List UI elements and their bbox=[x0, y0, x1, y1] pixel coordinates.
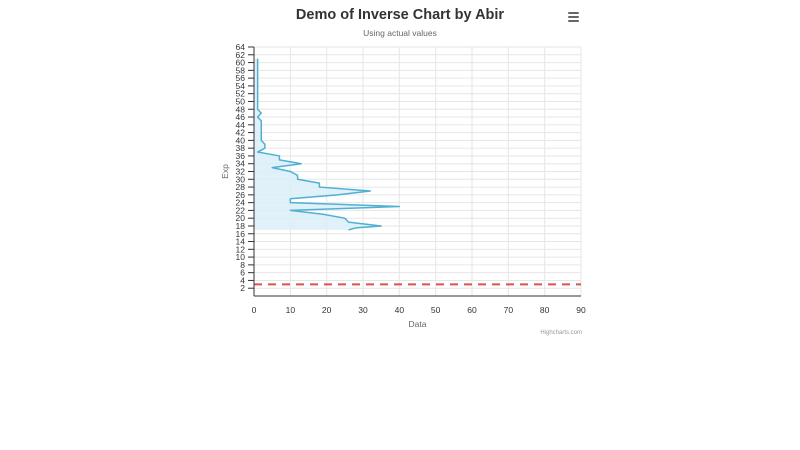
series-line bbox=[256, 58, 401, 231]
y-tick-label: 42 bbox=[236, 128, 246, 138]
y-tick-label: 60 bbox=[236, 58, 246, 68]
y-tick-label: 16 bbox=[236, 229, 246, 239]
series-area-fill bbox=[254, 58, 400, 230]
y-tick-label: 32 bbox=[236, 167, 246, 177]
y-tick-label: 48 bbox=[236, 104, 246, 114]
y-tick-label: 44 bbox=[236, 120, 246, 130]
y-tick-label: 58 bbox=[236, 65, 246, 75]
y-tick-label: 50 bbox=[236, 96, 246, 106]
y-tick-label: 26 bbox=[236, 190, 246, 200]
x-tick-label: 20 bbox=[322, 305, 332, 315]
y-axis-title: Exp bbox=[220, 164, 230, 179]
y-tick-label: 22 bbox=[236, 205, 246, 215]
y-tick-label: 38 bbox=[236, 143, 246, 153]
chart-title: Demo of Inverse Chart by Abir bbox=[295, 7, 505, 23]
y-tick-label: 54 bbox=[236, 81, 246, 91]
x-tick-label: 0 bbox=[252, 305, 257, 315]
y-tick-label: 56 bbox=[236, 73, 246, 83]
y-tick-label: 34 bbox=[236, 159, 246, 169]
x-tick-label: 10 bbox=[286, 305, 296, 315]
x-tick-label: 70 bbox=[504, 305, 514, 315]
y-tick-label: 10 bbox=[236, 252, 246, 262]
x-tick-label: 60 bbox=[467, 305, 477, 315]
y-tick-label: 20 bbox=[236, 213, 246, 223]
y-tick-label: 12 bbox=[236, 244, 246, 254]
y-tick-label: 64 bbox=[236, 42, 246, 52]
y-tick-label: 36 bbox=[236, 151, 246, 161]
y-tick-label: 14 bbox=[236, 237, 246, 247]
x-axis-title: Data bbox=[409, 319, 427, 329]
y-tick-label: 2 bbox=[240, 283, 245, 293]
y-tick-label: 52 bbox=[236, 89, 246, 99]
y-tick-label: 40 bbox=[236, 135, 246, 145]
x-tick-label: 40 bbox=[395, 305, 405, 315]
y-tick-label: 46 bbox=[236, 112, 246, 122]
x-tick-label: 30 bbox=[358, 305, 368, 315]
chart-subtitle: Using actual values bbox=[363, 28, 437, 38]
x-tick-label: 50 bbox=[431, 305, 441, 315]
y-tick-label: 30 bbox=[236, 174, 246, 184]
y-tick-label: 4 bbox=[240, 275, 245, 285]
credits-link[interactable]: Highcharts.com bbox=[540, 330, 582, 336]
y-tick-label: 18 bbox=[236, 221, 246, 231]
y-tick-label: 28 bbox=[236, 182, 246, 192]
y-tick-label: 6 bbox=[240, 268, 245, 278]
y-tick-label: 8 bbox=[240, 260, 245, 270]
y-tick-label: 24 bbox=[236, 198, 246, 208]
y-tick-label: 62 bbox=[236, 50, 246, 60]
x-tick-label: 80 bbox=[540, 305, 550, 315]
hamburger-menu-icon[interactable] bbox=[563, 9, 583, 25]
x-tick-label: 90 bbox=[576, 305, 586, 315]
